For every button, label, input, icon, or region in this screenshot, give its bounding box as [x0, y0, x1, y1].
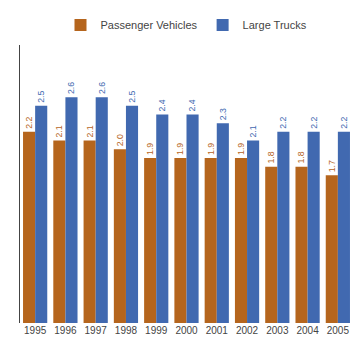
svg-text:2.2: 2.2: [24, 117, 34, 129]
svg-text:2.1: 2.1: [54, 125, 64, 137]
svg-text:Passenger Vehicles: Passenger Vehicles: [101, 19, 198, 31]
svg-text:2.5: 2.5: [127, 91, 137, 103]
svg-text:2.1: 2.1: [248, 125, 258, 137]
svg-text:1.9: 1.9: [236, 143, 246, 155]
svg-text:2003: 2003: [266, 325, 289, 336]
svg-text:2.2: 2.2: [339, 117, 349, 129]
svg-text:2001: 2001: [206, 325, 229, 336]
svg-text:2.1: 2.1: [85, 125, 95, 137]
svg-text:1995: 1995: [24, 325, 47, 336]
svg-text:2.0: 2.0: [115, 134, 125, 146]
svg-text:1.8: 1.8: [296, 151, 306, 163]
svg-text:1.9: 1.9: [206, 143, 216, 155]
svg-text:1.9: 1.9: [145, 143, 155, 155]
svg-text:2.3: 2.3: [218, 108, 228, 120]
svg-text:2.4: 2.4: [187, 99, 197, 111]
svg-text:Large Trucks: Large Trucks: [243, 19, 307, 31]
svg-text:1996: 1996: [54, 325, 77, 336]
svg-text:2.6: 2.6: [97, 82, 107, 94]
svg-text:2.5: 2.5: [36, 91, 46, 103]
svg-text:1.7: 1.7: [327, 160, 337, 172]
svg-text:2002: 2002: [236, 325, 259, 336]
svg-text:2.6: 2.6: [66, 82, 76, 94]
svg-text:2000: 2000: [175, 325, 198, 336]
svg-text:2005: 2005: [327, 325, 350, 336]
svg-text:2004: 2004: [296, 325, 319, 336]
svg-text:1.8: 1.8: [266, 151, 276, 163]
svg-text:2.4: 2.4: [157, 99, 167, 111]
svg-text:2.2: 2.2: [278, 117, 288, 129]
svg-text:2.2: 2.2: [309, 117, 319, 129]
svg-text:1.9: 1.9: [175, 143, 185, 155]
svg-text:1999: 1999: [145, 325, 168, 336]
svg-text:1998: 1998: [115, 325, 138, 336]
svg-text:1997: 1997: [85, 325, 108, 336]
